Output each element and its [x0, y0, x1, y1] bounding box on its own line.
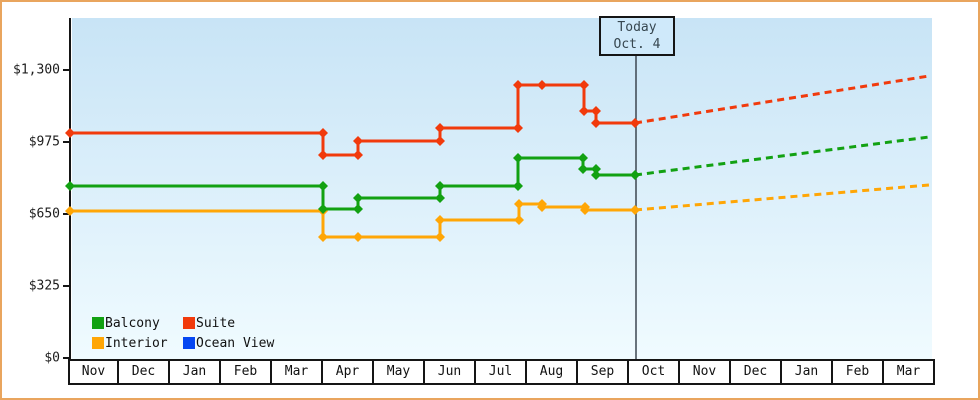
- series-projection-balcony: [634, 135, 930, 177]
- data-point-suite: [630, 118, 640, 128]
- data-point-suite: [318, 150, 328, 160]
- series-interior: [65, 183, 930, 242]
- month-cell-nov: Nov: [678, 359, 731, 385]
- plot-area: [72, 18, 932, 359]
- data-point-balcony: [630, 170, 640, 180]
- data-point-interior: [537, 202, 547, 212]
- month-cell-sep: Sep: [576, 359, 629, 385]
- data-point-interior: [318, 232, 328, 242]
- month-cell-aug: Aug: [525, 359, 578, 385]
- data-point-balcony: [353, 204, 363, 214]
- data-point-suite: [353, 136, 363, 146]
- data-point-balcony: [435, 193, 445, 203]
- today-marker-line1: Today: [617, 20, 657, 35]
- data-point-interior: [435, 232, 445, 242]
- y-tick-label: $1,300: [13, 62, 60, 78]
- legend-label-balcony: Balcony: [105, 315, 160, 331]
- legend-label-suite: Suite: [196, 315, 236, 331]
- y-tick-label: $650: [28, 206, 60, 222]
- legend-item-balcony: Balcony: [92, 315, 183, 331]
- data-point-balcony: [513, 153, 523, 163]
- legend-swatch-interior: [92, 337, 104, 349]
- series-layer: [65, 74, 930, 242]
- data-point-balcony: [578, 164, 588, 174]
- data-point-suite: [353, 150, 363, 160]
- data-point-suite: [579, 80, 589, 90]
- month-cell-feb: Feb: [219, 359, 272, 385]
- data-point-balcony: [65, 181, 75, 191]
- legend-item-ocean-view: Ocean View: [183, 335, 274, 351]
- series-projection-interior: [634, 183, 930, 212]
- month-cell-mar: Mar: [882, 359, 935, 385]
- month-cell-dec: Dec: [729, 359, 782, 385]
- data-point-balcony: [513, 181, 523, 191]
- data-point-balcony: [578, 153, 588, 163]
- today-marker-line2: Oct. 4: [613, 37, 661, 52]
- data-point-balcony: [591, 164, 601, 174]
- data-point-balcony: [435, 181, 445, 191]
- month-cell-oct: Oct: [627, 359, 680, 385]
- series-balcony: [65, 135, 930, 214]
- month-cell-apr: Apr: [321, 359, 374, 385]
- data-point-suite: [435, 123, 445, 133]
- today-marker: Today Oct. 4: [599, 16, 675, 56]
- month-cell-may: May: [372, 359, 425, 385]
- data-point-interior: [580, 205, 590, 215]
- data-point-suite: [318, 128, 328, 138]
- legend-label-ocean-view: Ocean View: [196, 335, 275, 351]
- data-point-interior: [630, 205, 640, 215]
- data-point-suite: [579, 106, 589, 116]
- data-point-balcony: [353, 193, 363, 203]
- month-cell-jul: Jul: [474, 359, 527, 385]
- legend-swatch-ocean-view: [183, 337, 195, 349]
- legend-item-suite: Suite: [183, 315, 274, 331]
- data-point-suite: [65, 128, 75, 138]
- month-cell-mar: Mar: [270, 359, 323, 385]
- y-tick-label: $325: [28, 278, 60, 294]
- legend-swatch-suite: [183, 317, 195, 329]
- data-point-balcony: [318, 204, 328, 214]
- legend-swatch-balcony: [92, 317, 104, 329]
- legend-item-interior: Interior: [92, 335, 183, 351]
- data-point-suite: [537, 80, 547, 90]
- data-point-interior: [435, 215, 445, 225]
- data-point-interior: [514, 199, 524, 209]
- series-suite: [65, 74, 930, 160]
- month-cell-jan: Jan: [780, 359, 833, 385]
- x-axis-month-row: Nov Dec Jan Feb Mar Apr May Jun Jul Aug Sep Oct Nov D…: [68, 359, 935, 385]
- data-point-suite: [591, 118, 601, 128]
- data-point-suite: [513, 123, 523, 133]
- y-axis-ticks: [63, 69, 70, 359]
- data-point-suite: [513, 80, 523, 90]
- data-point-suite: [591, 106, 601, 116]
- series-projection-suite: [634, 74, 930, 125]
- data-point-interior: [353, 232, 363, 242]
- y-tick-label: $0: [44, 350, 60, 366]
- month-cell-nov: Nov: [68, 359, 119, 385]
- month-cell-feb: Feb: [831, 359, 884, 385]
- month-cell-dec: Dec: [117, 359, 170, 385]
- y-tick-label: $975: [28, 134, 60, 150]
- data-point-balcony: [591, 170, 601, 180]
- data-point-interior: [514, 215, 524, 225]
- data-point-balcony: [318, 181, 328, 191]
- data-point-suite: [435, 136, 445, 146]
- legend-label-interior: Interior: [105, 335, 168, 351]
- month-cell-jan: Jan: [168, 359, 221, 385]
- month-cell-jun: Jun: [423, 359, 476, 385]
- data-point-interior: [65, 206, 75, 216]
- legend: Balcony Suite Interior Ocean View: [92, 315, 274, 351]
